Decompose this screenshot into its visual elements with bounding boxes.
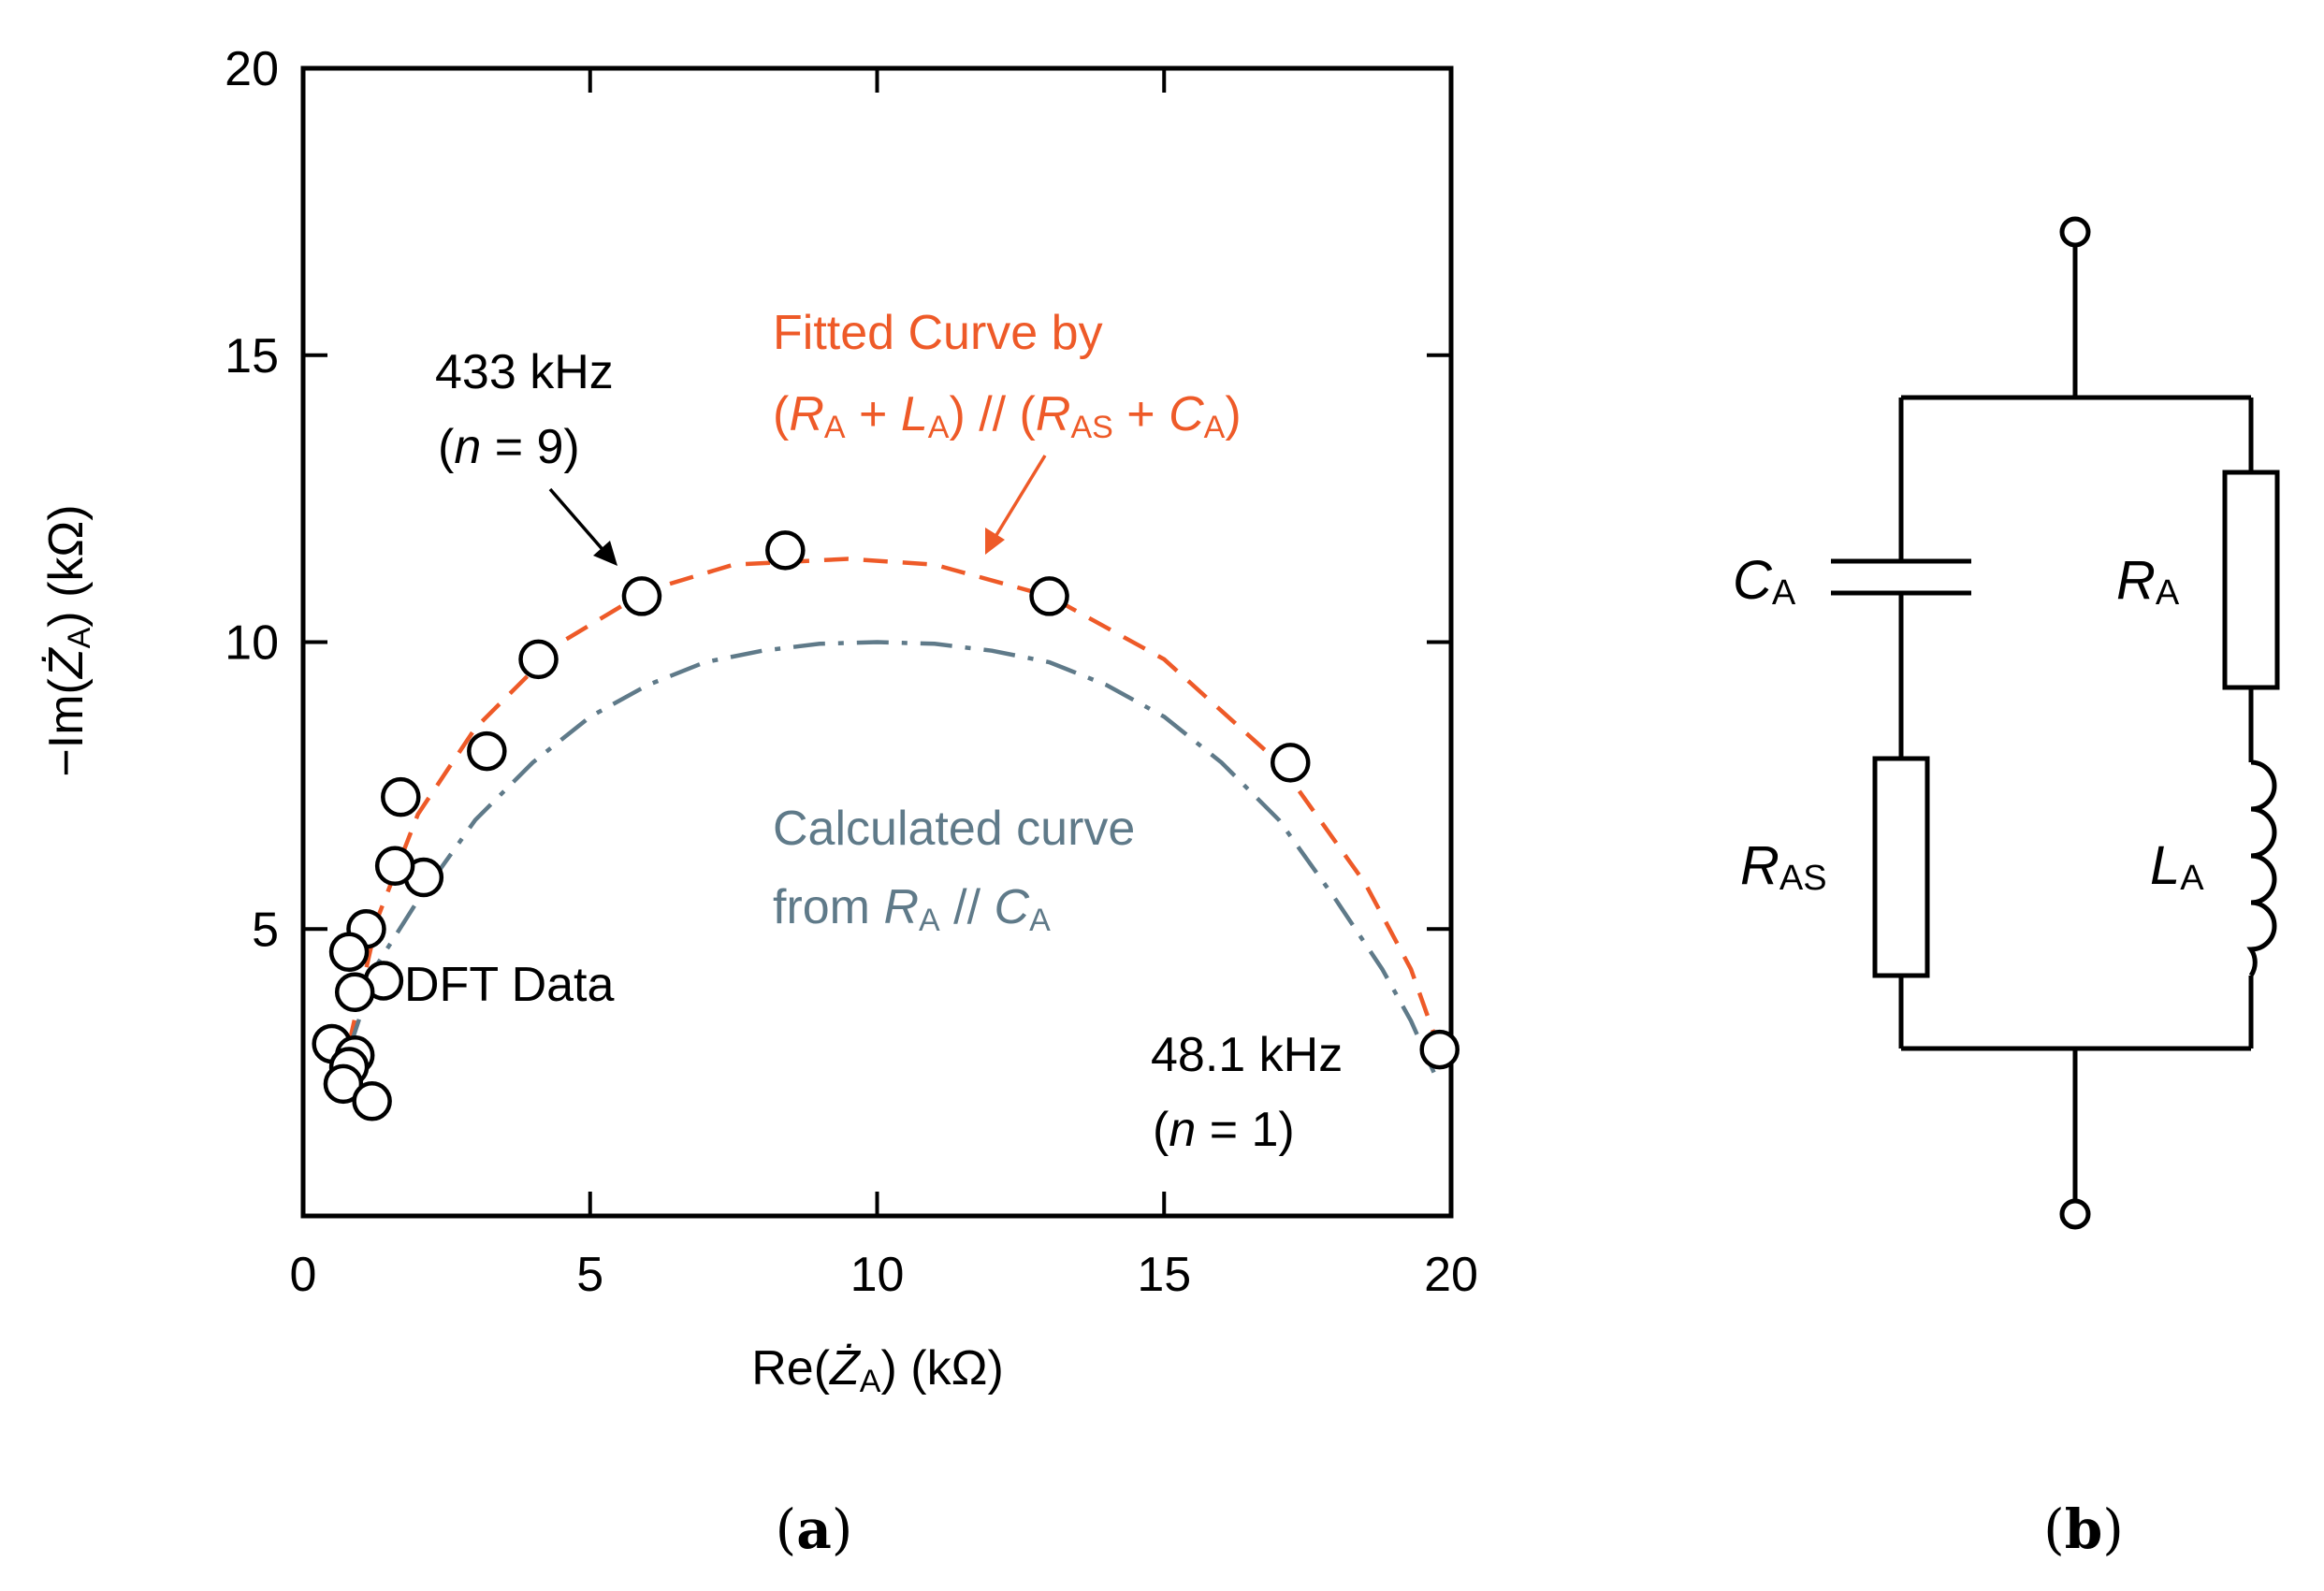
data-point (1029, 576, 1069, 616)
x-tick-label: 15 (1137, 1248, 1191, 1302)
data-point (765, 530, 806, 571)
label-ras: RAS (1740, 835, 1827, 898)
x-tick-label: 10 (850, 1248, 905, 1302)
panel-label-a: (a) (776, 1497, 853, 1561)
fitted-curve-formula: (RA + LA) // (RAS + CA) (773, 387, 1242, 445)
calculated-curve-formula: from RA // CA (773, 880, 1051, 938)
panel-label-b: (b) (2043, 1497, 2124, 1561)
calculated-curve (346, 640, 1436, 1074)
x-tick-label: 0 (290, 1248, 317, 1302)
terminal-top (2059, 216, 2091, 248)
data-point (374, 846, 415, 887)
dft-data-points (312, 530, 1460, 1121)
y-tick-label: 20 (225, 42, 279, 96)
annotation-48khz: 48.1 kHz (1151, 1028, 1343, 1082)
fitted-curve (346, 557, 1442, 1050)
fitted-curve-label: Fitted Curve by (773, 306, 1103, 360)
resistor-ras (1872, 756, 1930, 978)
annotation-48khz-n: (n = 1) (1153, 1103, 1295, 1157)
label-ca: CA (1733, 550, 1796, 613)
data-point (334, 972, 375, 1012)
inductor-la (2246, 759, 2277, 977)
annotation-433khz-n: (n = 9) (438, 420, 580, 474)
y-tick-label: 15 (225, 329, 279, 383)
data-point (352, 1081, 392, 1121)
axis-ticks (301, 66, 1453, 1216)
x-tick-label: 5 (576, 1248, 603, 1302)
x-tick-labels: 0 5 10 15 20 (290, 1248, 1478, 1302)
terminal-bottom (2059, 1198, 2091, 1230)
data-point (323, 1063, 364, 1105)
data-point (467, 730, 507, 772)
y-tick-label: 5 (252, 903, 279, 957)
dft-data-label: DFT Data (404, 958, 615, 1012)
arrow-fitted-head (985, 528, 1005, 555)
x-tick-label: 20 (1424, 1248, 1478, 1302)
label-la: LA (2150, 835, 2204, 898)
arrow-433khz (548, 487, 608, 556)
arrow-fitted (992, 455, 1047, 541)
calculated-curve-label: Calculated curve (773, 802, 1135, 856)
arrow-433khz-head (593, 541, 617, 566)
impedance-plot: 0 5 10 15 20 5 10 15 20 (225, 42, 1478, 1302)
data-point (1270, 743, 1311, 783)
annotation-433khz: 433 kHz (435, 345, 614, 399)
equivalent-circuit (1831, 216, 2280, 1230)
data-point (1419, 1029, 1460, 1070)
data-point (381, 776, 421, 817)
data-point (328, 932, 370, 973)
y-tick-labels: 5 10 15 20 (225, 42, 279, 957)
resistor-ra (2222, 470, 2280, 690)
y-tick-label: 10 (225, 616, 279, 671)
x-axis-label: Re(ŻA) (kΩ) (751, 1341, 1004, 1399)
label-ra: RA (2116, 550, 2180, 613)
data-point (518, 639, 559, 680)
data-point (621, 576, 662, 616)
y-axis-label: −Im(ŻA) (kΩ) (39, 504, 97, 776)
